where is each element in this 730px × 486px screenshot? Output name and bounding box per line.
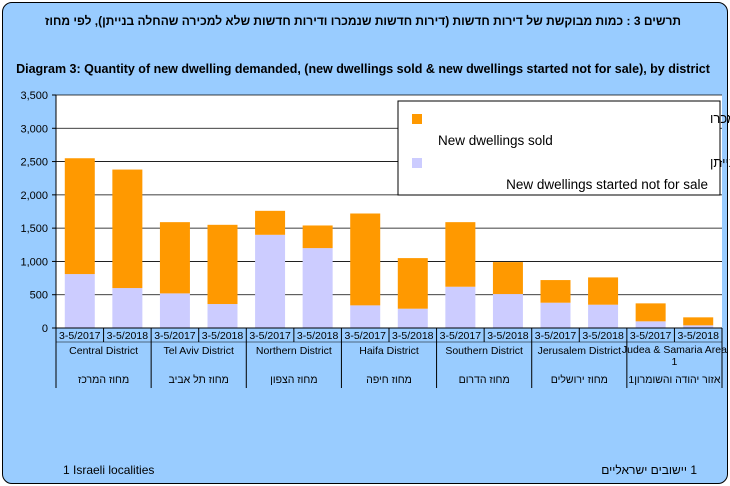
legend-label-english: New dwellings started not for sale bbox=[506, 177, 708, 192]
y-tick-label: 500 bbox=[30, 290, 48, 302]
x-tick-label: 3-5/2017 bbox=[440, 330, 482, 342]
group-label-english-cont: 1 bbox=[672, 356, 678, 368]
x-tick-label: 3-5/2018 bbox=[297, 330, 339, 342]
bar-started-not-for-sale bbox=[255, 234, 286, 328]
bar-sold bbox=[635, 303, 666, 322]
x-tick-label: 3-5/2017 bbox=[59, 330, 101, 342]
x-tick-label: 3-5/2018 bbox=[202, 330, 244, 342]
bar-sold bbox=[588, 277, 619, 305]
x-tick-label: 3-5/2017 bbox=[535, 330, 577, 342]
footnote-hebrew: 1 יישובים ישראליים bbox=[601, 463, 697, 477]
bar-started-not-for-sale bbox=[302, 248, 333, 328]
legend-label-english: New dwellings sold bbox=[438, 133, 553, 148]
bar-started-not-for-sale bbox=[492, 294, 523, 328]
y-tick-label: 1,000 bbox=[20, 256, 48, 268]
legend-swatch-started bbox=[412, 158, 422, 168]
x-tick-label: 3-5/2018 bbox=[392, 330, 434, 342]
legend-swatch-sold bbox=[412, 114, 422, 124]
group-label-english: Central District bbox=[69, 345, 138, 357]
bar-sold bbox=[397, 258, 428, 309]
group-label-hebrew: מחוז חיפה bbox=[366, 374, 412, 386]
bar-sold bbox=[255, 210, 286, 235]
group-label-english: Tel Aviv District bbox=[164, 345, 234, 357]
footnote-english: 1 Israeli localities bbox=[63, 463, 155, 477]
bar-sold bbox=[159, 222, 190, 294]
x-tick-label: 3-5/2018 bbox=[582, 330, 624, 342]
group-label-english: Haifa District bbox=[359, 345, 419, 357]
y-tick-label: 2,500 bbox=[20, 157, 48, 169]
group-label-hebrew: אזור יהודה והשומרון1 bbox=[628, 374, 721, 386]
group-label-hebrew: מחוז הצפון bbox=[270, 374, 317, 386]
bar-sold bbox=[112, 169, 143, 289]
group-label-english: Northern District bbox=[256, 345, 332, 357]
y-tick-label: 3,000 bbox=[20, 123, 48, 135]
chart-title-hebrew: תרשים 3 : כמות מבוקשת של דירות חדשות (די… bbox=[44, 14, 682, 28]
bar-started-not-for-sale bbox=[112, 288, 143, 328]
legend-label-hebrew: דירות חדשות שלא למכירה שהחלה בנייתן bbox=[710, 155, 730, 170]
chart-title: Diagram 3: Quantity of new dwelling dema… bbox=[16, 62, 710, 76]
x-tick-label: 3-5/2017 bbox=[344, 330, 386, 342]
bar-sold bbox=[350, 213, 381, 306]
y-tick-label: 1,500 bbox=[20, 223, 48, 235]
bar-sold bbox=[492, 262, 523, 295]
bar-sold bbox=[540, 280, 571, 303]
x-tick-label: 3-5/2017 bbox=[154, 330, 196, 342]
group-label-hebrew: מחוז הדרום bbox=[459, 374, 510, 386]
bar-sold bbox=[445, 222, 476, 287]
bar-started-not-for-sale bbox=[350, 305, 381, 328]
group-label-hebrew: מחוז תל אביב bbox=[169, 374, 229, 386]
x-tick-label: 3-5/2018 bbox=[107, 330, 149, 342]
bar-sold bbox=[683, 317, 714, 326]
bar-started-not-for-sale bbox=[635, 321, 666, 328]
bar-sold bbox=[302, 225, 333, 249]
x-tick-label: 3-5/2017 bbox=[630, 330, 672, 342]
group-label-english: Jerusalem District bbox=[538, 345, 622, 357]
group-label-hebrew: מחוז המרכז bbox=[78, 374, 129, 386]
x-tick-label: 3-5/2018 bbox=[487, 330, 529, 342]
bar-started-not-for-sale bbox=[159, 293, 190, 328]
bar-started-not-for-sale bbox=[540, 302, 571, 328]
y-tick-label: 0 bbox=[42, 323, 48, 335]
bar-started-not-for-sale bbox=[588, 304, 619, 328]
y-tick-label: 3,500 bbox=[20, 90, 48, 102]
bar-started-not-for-sale bbox=[397, 308, 428, 328]
x-tick-label: 3-5/2018 bbox=[677, 330, 719, 342]
bar-started-not-for-sale bbox=[64, 274, 95, 328]
group-label-english: Judea & Samaria Area bbox=[622, 344, 727, 356]
x-tick-label: 3-5/2017 bbox=[249, 330, 291, 342]
bar-started-not-for-sale bbox=[445, 286, 476, 328]
bar-started-not-for-sale bbox=[683, 325, 714, 328]
bar-sold bbox=[207, 224, 238, 305]
y-tick-label: 2,000 bbox=[20, 190, 48, 202]
bar-sold bbox=[64, 158, 95, 275]
legend-label-hebrew: דירות חדשות שנמכרו bbox=[710, 111, 730, 126]
bar-started-not-for-sale bbox=[207, 304, 238, 328]
group-label-english: Southern District bbox=[445, 345, 523, 357]
legend-box bbox=[397, 100, 721, 196]
group-label-hebrew: מחוז ירושלים bbox=[551, 374, 608, 386]
